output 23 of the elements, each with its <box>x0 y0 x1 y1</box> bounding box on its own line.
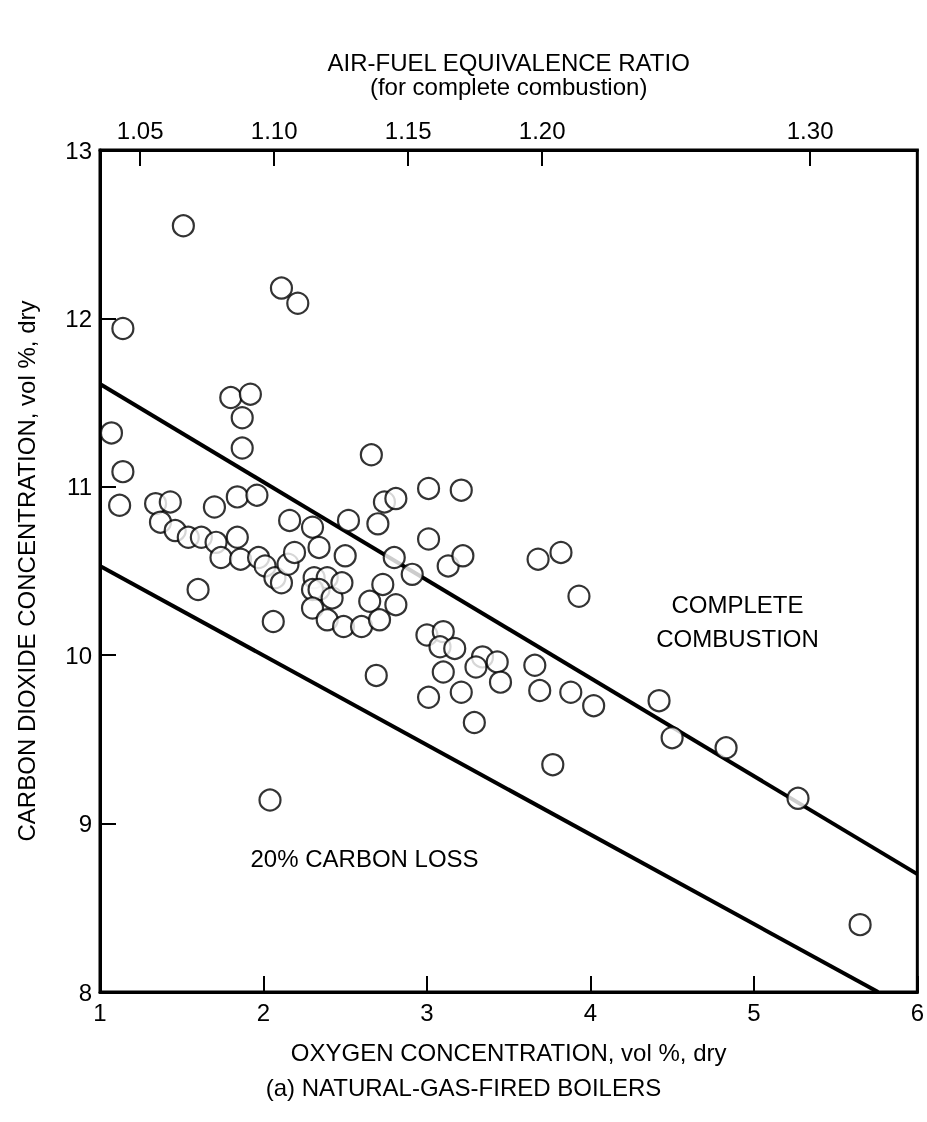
text: COMPLETE COMBUSTION <box>656 590 819 652</box>
x2-tick-label: 1.10 <box>250 116 298 144</box>
x-tick-label: 1 <box>93 998 107 1026</box>
x2-tick-label: 1.05 <box>116 116 164 144</box>
y-tick-label: 13 <box>65 136 92 164</box>
y-axis-title: CARBON DIOXIDE CONCENTRATION, vol %, dry <box>12 300 40 842</box>
x2-axis-title: AIR-FUEL EQUIVALENCE RATIO (for complete combustion) <box>327 48 690 100</box>
text: 20% CARBON LOSS <box>250 845 479 873</box>
y-tick-label: 10 <box>65 641 92 669</box>
x-tick-label: 6 <box>910 998 925 1026</box>
y-tick-label: 9 <box>78 810 92 838</box>
x-tick-label: 5 <box>747 998 761 1026</box>
x-tick-label: 4 <box>583 998 598 1026</box>
y-tick-label: 11 <box>67 473 92 501</box>
text: (a) NATURAL-GAS-FIRED BOILERS <box>265 1073 662 1101</box>
x2-tick-label: 1.15 <box>384 116 432 144</box>
x2-tick-label: 1.30 <box>786 116 834 144</box>
y-tick-label: 12 <box>65 304 92 332</box>
x-tick-label: 2 <box>256 998 271 1026</box>
x2-tick-label: 1.20 <box>518 116 566 144</box>
x-axis-title: OXYGEN CONCENTRATION, vol %, dry <box>290 1038 727 1066</box>
y-tick-label: 8 <box>78 978 92 1006</box>
x-tick-label: 3 <box>420 998 434 1026</box>
